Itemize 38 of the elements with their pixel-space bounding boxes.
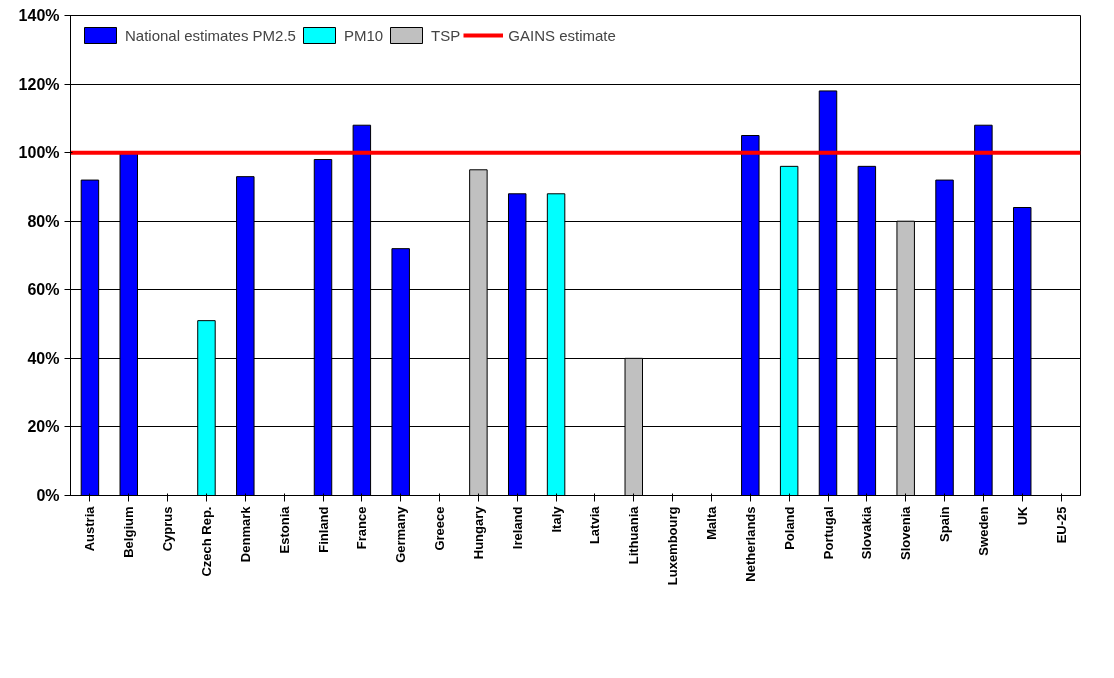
x-tick-label: Luxembourg: [665, 506, 681, 586]
x-tick-label: Malta: [703, 505, 719, 540]
x-tick-label: Greece: [432, 506, 448, 551]
y-tick-label: 0%: [36, 487, 60, 504]
x-tick-label: Latvia: [587, 505, 603, 545]
y-tick-label: 40%: [27, 349, 60, 367]
x-tick-label: Slovakia: [859, 505, 875, 560]
legend-label: TSP: [431, 26, 461, 44]
x-tick-label: Portugal: [820, 506, 836, 560]
y-tick-label: 80%: [27, 212, 60, 230]
x-tick-label: Germany: [393, 505, 409, 563]
y-tick-label: 100%: [18, 144, 60, 162]
x-tick-label: Ireland: [509, 506, 525, 550]
x-tick-label: Belgium: [121, 506, 137, 558]
x-tick-label: Estonia: [276, 505, 292, 554]
y-tick-label: 140%: [18, 7, 60, 24]
x-tick-label: Italy: [548, 505, 564, 533]
y-tick-label: 60%: [27, 281, 60, 299]
x-tick-label: Lithuania: [626, 505, 642, 565]
y-tick-label: 120%: [18, 75, 60, 93]
x-tick-label: UK: [1014, 505, 1030, 526]
x-tick-label: EU-25: [1053, 506, 1069, 544]
x-tick-label: Sweden: [975, 506, 991, 556]
x-tick-label: Netherlands: [742, 506, 758, 582]
x-tick-label: Czech Rep.: [198, 506, 214, 577]
legend-label: GAINS estimate: [508, 26, 616, 44]
x-tick-label: Denmark: [237, 505, 253, 563]
x-tick-label: Slovenia: [898, 505, 914, 560]
x-tick-label: Hungary: [470, 505, 486, 560]
x-tick-label: Poland: [781, 506, 797, 550]
x-tick-label: Spain: [937, 506, 953, 542]
legend-label: National estimates PM2.5: [125, 26, 296, 44]
x-tick-label: France: [354, 506, 370, 550]
legend-label: PM10: [343, 26, 384, 44]
x-tick-label: Austria: [82, 505, 98, 552]
x-tick-label: Cyprus: [160, 506, 176, 552]
y-tick-label: 20%: [27, 418, 60, 436]
x-tick-label: Finland: [315, 506, 331, 553]
